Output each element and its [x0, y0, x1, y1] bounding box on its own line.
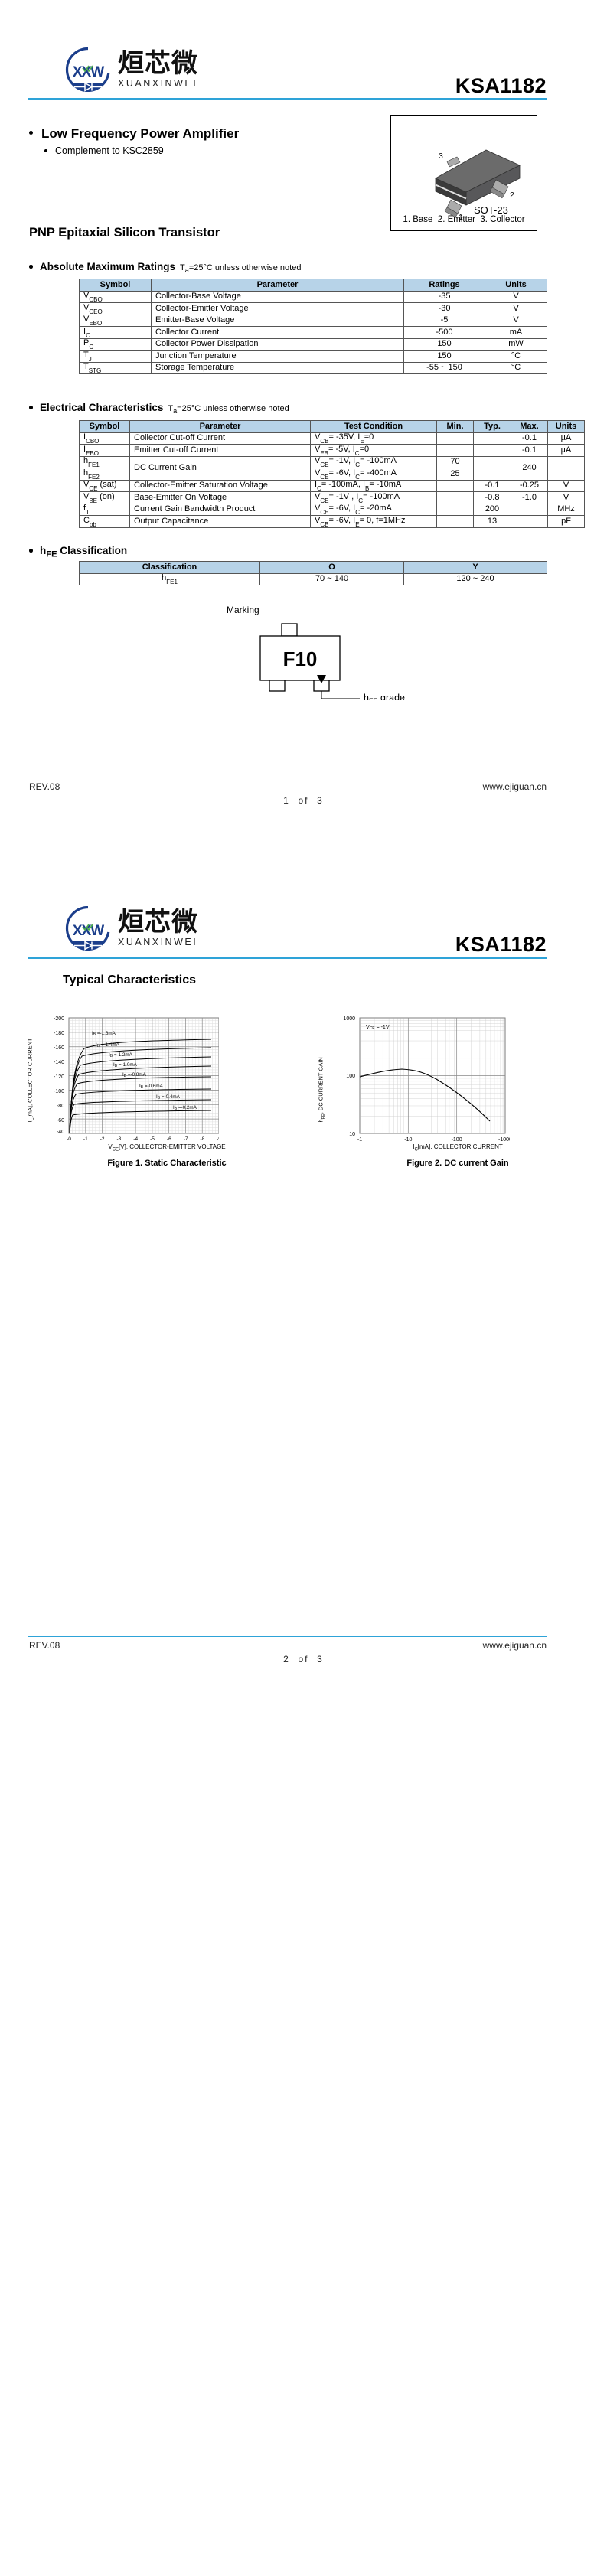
svg-text:-3: -3 [117, 1136, 122, 1142]
svg-text:-1: -1 [83, 1136, 88, 1142]
svg-text:-5: -5 [150, 1136, 155, 1142]
svg-text:IB =-0.6mA: IB =-0.6mA [139, 1084, 164, 1090]
svg-text:-10: -10 [404, 1137, 412, 1143]
svg-text:FE: FE [369, 697, 378, 700]
svg-text:1000: 1000 [343, 1016, 355, 1022]
svg-text:IB =-1.0mA: IB =-1.0mA [113, 1062, 138, 1068]
svg-text:-200: -200 [54, 1016, 64, 1022]
svg-text:-1: -1 [357, 1137, 362, 1143]
svg-text:-40: -40 [57, 1130, 64, 1135]
svg-text:IB =-0.2mA: IB =-0.2mA [173, 1105, 197, 1111]
svg-text:IB =-1.6mA: IB =-1.6mA [92, 1031, 116, 1037]
svg-text:IB =-0.8mA: IB =-0.8mA [122, 1072, 147, 1078]
svg-text:-180: -180 [54, 1031, 64, 1036]
svg-text:-60: -60 [57, 1118, 64, 1123]
svg-text:-2: -2 [100, 1136, 105, 1142]
svg-text:SOT-23: SOT-23 [474, 204, 508, 216]
svg-text:-1000: -1000 [498, 1137, 510, 1143]
svg-text:-160: -160 [54, 1045, 64, 1051]
svg-text:F10: F10 [283, 647, 318, 670]
svg-text:10: 10 [349, 1132, 355, 1137]
svg-text:-120: -120 [54, 1074, 64, 1080]
svg-text:-100: -100 [54, 1089, 64, 1094]
svg-text:h: h [364, 693, 369, 700]
svg-text:VCE = -1V: VCE = -1V [366, 1025, 390, 1031]
svg-text:IB =-0.4mA: IB =-0.4mA [156, 1094, 181, 1101]
svg-text:-4: -4 [133, 1136, 138, 1142]
svg-text:3: 3 [439, 152, 443, 161]
svg-text:100: 100 [346, 1074, 355, 1079]
svg-text:-7: -7 [184, 1136, 188, 1142]
svg-text:-80: -80 [57, 1104, 64, 1109]
svg-text:-100: -100 [452, 1137, 462, 1143]
svg-text:-8: -8 [201, 1136, 205, 1142]
svg-text:2: 2 [510, 191, 514, 200]
svg-text:-9: -9 [217, 1136, 219, 1142]
svg-text:grade: grade [380, 693, 405, 700]
svg-text:IB =-1.2mA: IB =-1.2mA [109, 1052, 133, 1058]
svg-text:-0: -0 [67, 1136, 71, 1142]
svg-text:IB =-1.4mA: IB =-1.4mA [96, 1042, 120, 1048]
svg-text:-140: -140 [54, 1060, 64, 1065]
svg-text:-6: -6 [167, 1136, 171, 1142]
